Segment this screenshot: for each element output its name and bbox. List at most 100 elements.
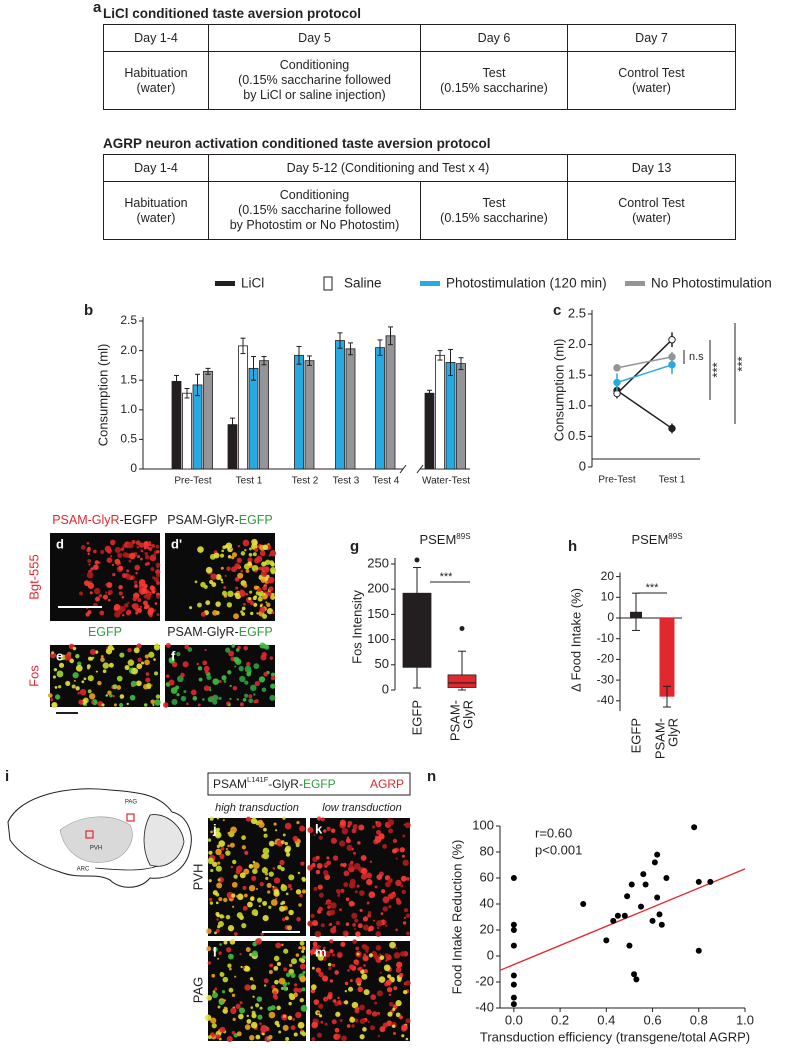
cell-signal [252, 868, 258, 875]
cell-signal [255, 887, 258, 890]
image-label: f [171, 648, 176, 663]
cell-signal [373, 954, 380, 960]
legend-label: Photostimulation (120 min) [446, 276, 607, 291]
cell-signal [346, 836, 350, 839]
cell-signal [317, 945, 321, 949]
cell-signal [406, 931, 410, 936]
cell-signal [223, 897, 228, 903]
cell-signal [136, 643, 142, 649]
x-tick-label: PSAM-GlyR [653, 718, 681, 759]
cell-signal [87, 689, 92, 694]
cell-signal [216, 913, 220, 918]
cell-signal [287, 982, 290, 985]
cell-signal [357, 986, 363, 993]
cell-signal [263, 833, 268, 838]
cell-signal [300, 861, 305, 866]
bar [304, 360, 315, 470]
cell-signal [218, 876, 224, 883]
cell-signal [153, 609, 157, 612]
cell-signal [244, 984, 251, 991]
cell-signal [254, 595, 258, 599]
cell-signal [219, 914, 224, 919]
cell-signal [315, 855, 320, 860]
image-label: e [56, 648, 63, 663]
header-cell: Day 1-4 [103, 154, 209, 182]
cell-signal [228, 703, 231, 707]
cell-signal [262, 847, 270, 855]
cerebellum [143, 814, 185, 867]
cell-signal [406, 877, 410, 881]
cell-signal [250, 1021, 258, 1029]
cell-signal [234, 592, 238, 596]
x-tick-label: Test 3 [333, 476, 360, 487]
cell-signal [288, 1001, 292, 1006]
cell-signal [268, 586, 274, 592]
cell-signal [275, 942, 282, 949]
cell-signal [203, 665, 210, 672]
cell-signal [219, 553, 225, 558]
cell-signal [145, 677, 151, 683]
row-label: Bgt-555 [26, 554, 41, 600]
cell-signal [155, 694, 161, 699]
cell-signal [184, 644, 190, 650]
bar [248, 367, 259, 470]
cell-signal [326, 826, 331, 831]
legend-marker [420, 281, 440, 286]
cell-signal [382, 1022, 389, 1028]
cell-signal [347, 969, 350, 972]
cell-signal [393, 1031, 397, 1035]
point [580, 901, 587, 907]
cell-signal [242, 885, 247, 890]
cell-signal [374, 885, 378, 889]
cell-signal [230, 826, 237, 834]
cell-signal [402, 834, 406, 838]
cell-signal [287, 1015, 293, 1021]
cell-signal [316, 816, 322, 821]
panel-letter: i [5, 768, 9, 785]
cell-signal [224, 574, 227, 577]
cell-signal [377, 927, 380, 930]
cell-signal [239, 952, 242, 956]
cell-signal [154, 671, 159, 676]
x-tick-label: 1.0 [736, 1012, 754, 1027]
cell-signal [369, 860, 373, 863]
cell-signal [265, 876, 269, 880]
cell-signal [231, 893, 236, 898]
annotation: n.s [689, 351, 704, 363]
cell-signal [124, 665, 130, 671]
cell-signal [176, 651, 181, 657]
cell-signal [145, 592, 152, 598]
cell-signal [235, 1003, 241, 1009]
body-cell: Test (0.15% saccharine) [419, 181, 569, 240]
cell-signal [366, 1009, 372, 1015]
cell-signal [284, 841, 288, 846]
cell-signal [261, 1032, 265, 1036]
point [691, 824, 698, 831]
cell-signal [268, 905, 272, 909]
cell-signal [226, 566, 231, 571]
y-tick-label: -30 [597, 672, 615, 686]
cell-signal [251, 875, 257, 881]
cell-signal [259, 882, 264, 887]
y-tick-label: 250 [367, 555, 389, 570]
cell-signal [210, 1017, 217, 1024]
cell-signal [217, 957, 220, 960]
cell-signal [127, 647, 132, 653]
cell-signal [210, 868, 214, 873]
cell-signal [356, 952, 360, 956]
cell-signal [208, 688, 212, 692]
cell-signal [154, 577, 159, 583]
cell-signal [120, 547, 125, 551]
cell-signal [370, 994, 377, 1001]
cell-signal [376, 874, 383, 881]
cell-signal [200, 581, 206, 588]
cell-signal [113, 703, 117, 707]
cell-signal [392, 891, 396, 895]
cell-signal [387, 817, 390, 820]
cell-signal [252, 862, 260, 869]
x-axis-label: Transduction efficiency (transgene/total… [480, 1029, 750, 1044]
cell-signal [257, 587, 262, 592]
cell-signal [268, 554, 271, 557]
cell-signal [253, 693, 256, 696]
panel-letter: g [350, 538, 359, 555]
